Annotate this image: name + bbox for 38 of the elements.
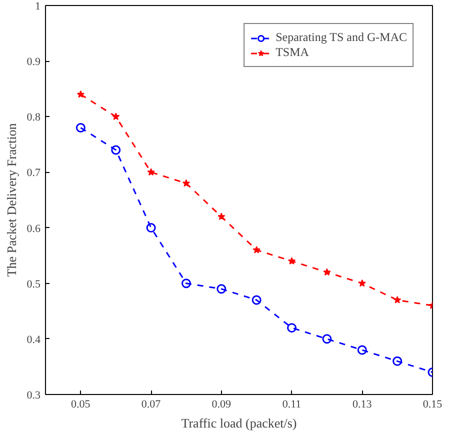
point (357, 345, 367, 355)
point (146, 223, 156, 233)
x-tick-label: 0.15 (422, 398, 443, 410)
point (216, 284, 226, 294)
point (112, 112, 120, 120)
x-axis-title: Traffic load (packet/s) (181, 416, 297, 430)
point (358, 279, 366, 287)
y-tick-label: 0.8 (26, 112, 41, 124)
x-tick-label: 0.09 (212, 398, 232, 410)
x-tick-label: 0.11 (282, 398, 302, 410)
point (76, 123, 86, 132)
point (76, 90, 85, 98)
y-tick-label: 0.5 (26, 278, 41, 290)
y-tick-label: 0.4 (26, 334, 41, 346)
legend-label: TSMA (276, 45, 309, 60)
point (147, 168, 155, 176)
point (288, 257, 296, 264)
point (181, 278, 191, 288)
point (218, 212, 226, 220)
point (252, 295, 262, 305)
y-tick-label: 1 (35, 0, 40, 12)
point (392, 356, 402, 366)
y-axis-title: The Packet Delivery Fraction (4, 122, 19, 277)
legend-label: Separating TS and G-MAC (276, 30, 407, 45)
x-tick-label: 0.07 (141, 398, 162, 410)
point (111, 145, 121, 155)
x-tick-label: 0.13 (352, 398, 372, 410)
point (287, 323, 297, 333)
y-tick-label: 0.7 (26, 167, 41, 180)
point (322, 334, 332, 344)
y-tick-label: 0.3 (26, 390, 41, 402)
point (182, 179, 190, 187)
point (393, 296, 402, 304)
x-tick-label: 0.05 (71, 398, 91, 410)
y-tick-label: 0.9 (26, 56, 41, 68)
point (323, 268, 331, 276)
y-tick-label: 0.6 (26, 222, 41, 235)
point (252, 246, 260, 254)
